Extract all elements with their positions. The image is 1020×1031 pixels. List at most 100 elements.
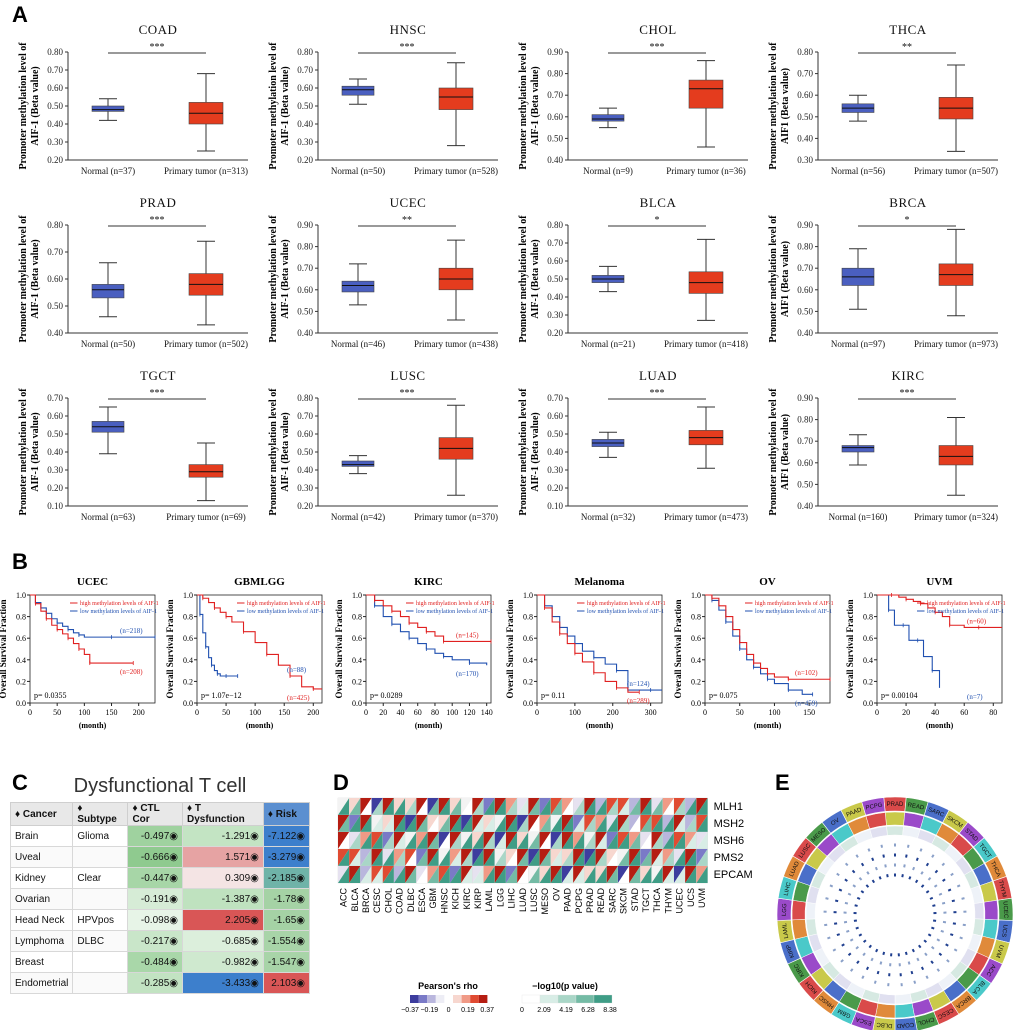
cancer-label: UCS xyxy=(686,888,696,907)
cancer-label: TGCT xyxy=(641,888,651,913)
heatmap-rho-triangle xyxy=(685,866,697,883)
cell-cancer: Breast xyxy=(9,951,74,973)
ring-label: LIHC xyxy=(784,881,793,896)
heatmap-rho-triangle xyxy=(595,798,607,815)
x-tick-label: 50 xyxy=(222,708,230,717)
x-group-label: Normal (n=50) xyxy=(81,339,135,349)
cell-subtype xyxy=(72,888,129,910)
table-header-2[interactable]: ♦ CTL Cor xyxy=(127,802,183,826)
x-group-label: Primary tumor (n=507) xyxy=(914,166,998,176)
box-body xyxy=(188,464,224,478)
inner-mark xyxy=(844,862,849,867)
tumor-box xyxy=(188,240,224,326)
cell-cancer: Lymphoma xyxy=(9,930,74,952)
ring-label: DLBC xyxy=(876,1021,893,1029)
heatmap-p-triangle xyxy=(438,849,450,866)
n-low-label: (n=124) xyxy=(627,680,650,688)
rho-legend-swatch xyxy=(453,995,462,1003)
heatmap-rho-triangle xyxy=(618,815,630,832)
heatmap-rho-triangle xyxy=(573,798,585,815)
tumor-box xyxy=(188,442,224,502)
y-tick-label: 0.8 xyxy=(352,613,362,622)
tumor-box xyxy=(938,416,974,496)
y-tick-label: 0.0 xyxy=(16,699,26,708)
y-tick-label: 0.80 xyxy=(797,415,813,425)
y-tick-label: 0.70 xyxy=(547,238,563,248)
heatmap-p-triangle xyxy=(606,832,618,849)
cancer-label: THCA xyxy=(652,888,662,913)
inner-mark xyxy=(933,884,938,888)
y-tick-label: 0.80 xyxy=(47,47,63,57)
cancer-label: LGG xyxy=(495,888,505,907)
p-legend-swatch xyxy=(521,994,541,1004)
heatmap-rho-triangle xyxy=(562,798,574,815)
heatmap-rho-triangle xyxy=(461,849,473,866)
y-tick-label: 0.50 xyxy=(47,101,63,111)
y-tick-label: 1.0 xyxy=(691,591,701,600)
tumor-box xyxy=(438,62,474,147)
x-group-label: Normal (n=56) xyxy=(831,166,885,176)
heatmap-p-triangle xyxy=(696,849,708,866)
p-legend-swatch xyxy=(539,994,559,1004)
y-tick-label: 0.90 xyxy=(547,47,563,57)
inner-mark xyxy=(920,966,925,971)
heatmap-rho-triangle xyxy=(595,832,607,849)
y-tick-label: 0.20 xyxy=(297,155,313,165)
plot-title: PRAD xyxy=(140,195,177,210)
heatmap-p-triangle xyxy=(606,798,618,815)
inner-mark xyxy=(938,952,943,957)
table-header-1[interactable]: ♦ Subtype xyxy=(72,802,129,826)
inner-mark xyxy=(875,948,879,953)
y-tick-label: 0.0 xyxy=(863,699,873,708)
heatmap-p-triangle xyxy=(483,798,495,815)
y-tick-label: 0.60 xyxy=(547,112,563,122)
heatmap-rho-triangle xyxy=(618,849,630,866)
boxplot-hnsc: 0.20 0.30 0.40 0.50 0.60 0.70 0.80 HNSC *** Promo… xyxy=(268,22,498,176)
y-tick-label: 0.60 xyxy=(47,411,63,421)
cell-risk: -1.65◉ xyxy=(262,909,311,931)
cell-cancer: Brain xyxy=(9,825,74,847)
x-tick-label: 80 xyxy=(989,708,997,717)
table-header-3[interactable]: ♦ T Dysfunction xyxy=(182,802,264,826)
inner-mark xyxy=(929,896,934,900)
y-tick-label: 0.30 xyxy=(297,483,313,493)
x-group-label: Primary tumor (n=438) xyxy=(414,339,498,349)
table-row: Head Neck HPVpos -0.098◉ 2.205◉ -1.65◉ xyxy=(9,909,311,931)
km-title: UCEC xyxy=(77,576,108,588)
inner-mark xyxy=(879,961,883,965)
cell-subtype xyxy=(72,846,129,868)
cancer-label: PCPG xyxy=(574,888,584,914)
heatmap-rho-triangle xyxy=(618,832,630,849)
middle-ring-segment xyxy=(894,1003,915,1019)
panel-letter-e: E xyxy=(775,770,790,795)
heatmap-rho-triangle xyxy=(573,815,585,832)
inner-mark xyxy=(919,848,923,852)
x-group-label: Normal (n=63) xyxy=(81,512,135,522)
tumor-box xyxy=(438,239,474,321)
y-tick-label: 0.60 xyxy=(47,274,63,284)
y-tick-label: 0.30 xyxy=(547,465,563,475)
cell-ctl-cor: -0.285◉ xyxy=(127,972,183,994)
inner-mark xyxy=(894,873,896,877)
y-tick-label: 0.50 xyxy=(297,447,313,457)
table-header-0[interactable]: ♦ Cancer xyxy=(9,802,74,826)
x-group-label: Primary tumor (n=502) xyxy=(164,339,248,349)
panel-a-boxplots: 0.200.300.400.500.600.700.80COAD***Promo… xyxy=(18,22,998,522)
significance-stars: ** xyxy=(902,42,912,53)
heatmap-rho-triangle xyxy=(618,798,630,815)
y-axis-label-line2: AIF-1 (Beta value) xyxy=(30,66,41,145)
normal-box xyxy=(841,248,875,310)
inner-mark xyxy=(884,864,887,868)
cell-ctl-cor: -0.447◉ xyxy=(127,867,183,889)
cell-risk: -2.185◉ xyxy=(262,867,311,889)
inner-mark xyxy=(898,963,901,967)
table-header-4[interactable]: ♦ Risk xyxy=(262,802,311,826)
plot-title: UCEC xyxy=(390,195,427,210)
heatmap-p-triangle xyxy=(528,849,540,866)
ring-label: UVM xyxy=(994,944,1004,959)
km-title: UVM xyxy=(926,576,953,588)
significance-stars: *** xyxy=(650,42,665,53)
heatmap-rho-triangle xyxy=(539,798,551,815)
heatmap-rho-triangle xyxy=(573,849,585,866)
y-tick-label: 0.80 xyxy=(297,47,313,57)
